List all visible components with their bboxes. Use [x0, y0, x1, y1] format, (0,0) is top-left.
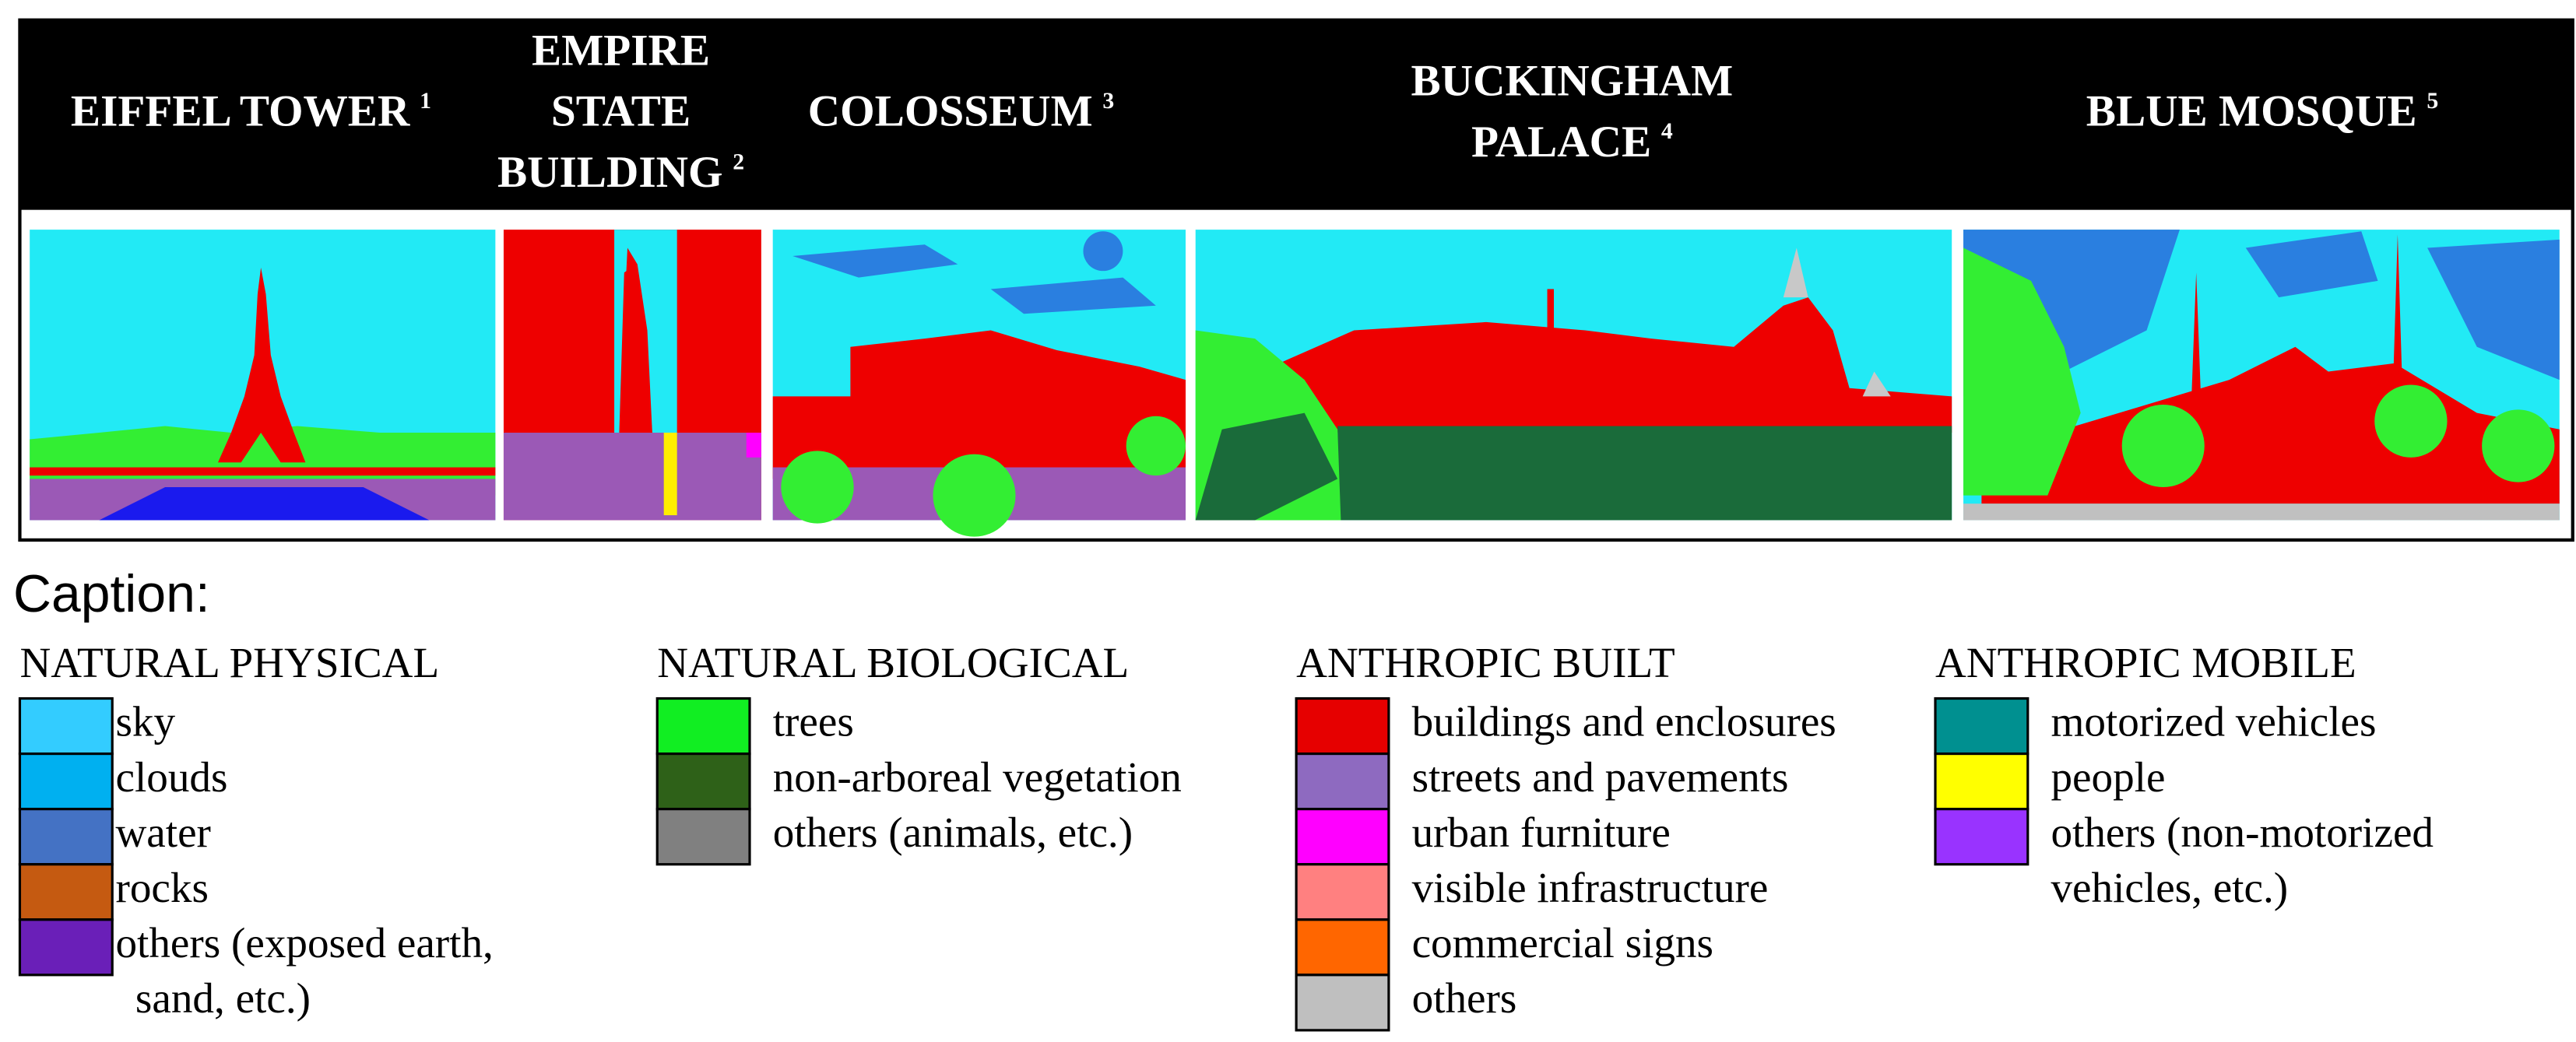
legend-swatch: [1295, 696, 1390, 756]
group-title: ANTHROPIC MOBILE: [1935, 639, 2356, 686]
legend-label: non-arboreal vegetation: [773, 753, 1182, 801]
caption-title: Caption:: [13, 565, 210, 623]
image-colosseum: [772, 230, 1186, 537]
footnote-ref: 5: [2427, 89, 2438, 114]
column-title-line: EMPIRE: [532, 26, 710, 75]
column-title: BLUE MOSQUE 5: [2086, 87, 2438, 136]
legend-swatch: [655, 808, 751, 866]
legend-label: visible infrastructure: [1412, 864, 1769, 911]
legend-label: sand, etc.): [135, 974, 311, 1022]
legend-label: trees: [773, 698, 854, 746]
legend-swatch: [18, 696, 114, 756]
legend-label: clouds: [115, 753, 227, 801]
image-buckingham: [1195, 230, 1952, 521]
image-empire: [503, 230, 761, 521]
legend-label: urban furniture: [1412, 809, 1671, 856]
column-title: PALACE 4: [1471, 118, 1673, 167]
group-title: NATURAL PHYSICAL: [19, 639, 439, 686]
legend-label: motorized vehicles: [2051, 698, 2376, 746]
legend-label: water: [115, 809, 210, 856]
column-title: BUCKINGHAM: [1411, 57, 1734, 106]
legend-label: others (animals, etc.): [773, 809, 1133, 856]
legend-label: others (non-motorized: [2051, 809, 2434, 856]
column-title-line: STATE: [551, 87, 691, 136]
legend-swatch: [1934, 696, 2030, 756]
legend-swatch: [18, 918, 114, 977]
column-title-line: COLOSSEUM: [808, 87, 1093, 136]
legend-label: buildings and enclosures: [1412, 698, 1836, 746]
column-title-line: PALACE: [1471, 118, 1651, 167]
legend-label: commercial signs: [1412, 919, 1713, 967]
header-bar: [19, 19, 2573, 210]
legend-swatch: [1295, 863, 1390, 921]
legend-label: sky: [115, 698, 175, 746]
legend-label: rocks: [115, 864, 208, 911]
column-title-line: BLUE MOSQUE: [2086, 87, 2417, 136]
legend-swatch: [1934, 808, 2030, 866]
column-title-line: BUILDING: [497, 148, 723, 197]
legend-label: people: [2051, 753, 2165, 801]
footnote-ref: 2: [733, 149, 744, 174]
legend-label: others: [1412, 974, 1517, 1022]
column-title-line: EIFFEL TOWER: [71, 87, 410, 136]
legend-label: others (exposed earth,: [115, 919, 493, 967]
column-title: STATE: [551, 87, 691, 136]
footnote-ref: 1: [420, 89, 431, 114]
column-title: EIFFEL TOWER 1: [71, 87, 431, 136]
column-title-line: BUCKINGHAM: [1411, 57, 1734, 106]
legend-swatch: [1295, 808, 1390, 866]
legend-swatch: [1295, 752, 1390, 811]
legend-swatch: [18, 863, 114, 921]
column-title: BUILDING 2: [497, 148, 744, 197]
footnote-ref: 3: [1102, 89, 1114, 114]
image-eiffel: [30, 230, 496, 521]
column-title: EMPIRE: [532, 26, 710, 75]
legend-swatch: [1934, 752, 2030, 811]
group-title: NATURAL BIOLOGICAL: [657, 639, 1129, 686]
group-title: ANTHROPIC BUILT: [1296, 639, 1675, 686]
legend-label: vehicles, etc.): [2051, 864, 2288, 911]
segmented-images: [30, 230, 2560, 537]
legend-swatch: [1295, 974, 1390, 1032]
legend-swatch: [18, 752, 114, 811]
legend-swatch: [1295, 918, 1390, 977]
legend-label: streets and pavements: [1412, 753, 1789, 801]
image-bluemosque: [1963, 230, 2560, 521]
legend-swatch: [655, 696, 751, 756]
legend-swatch: [655, 752, 751, 811]
legend-swatch: [18, 808, 114, 866]
column-title: COLOSSEUM 3: [808, 87, 1115, 136]
footnote-ref: 4: [1661, 119, 1673, 144]
